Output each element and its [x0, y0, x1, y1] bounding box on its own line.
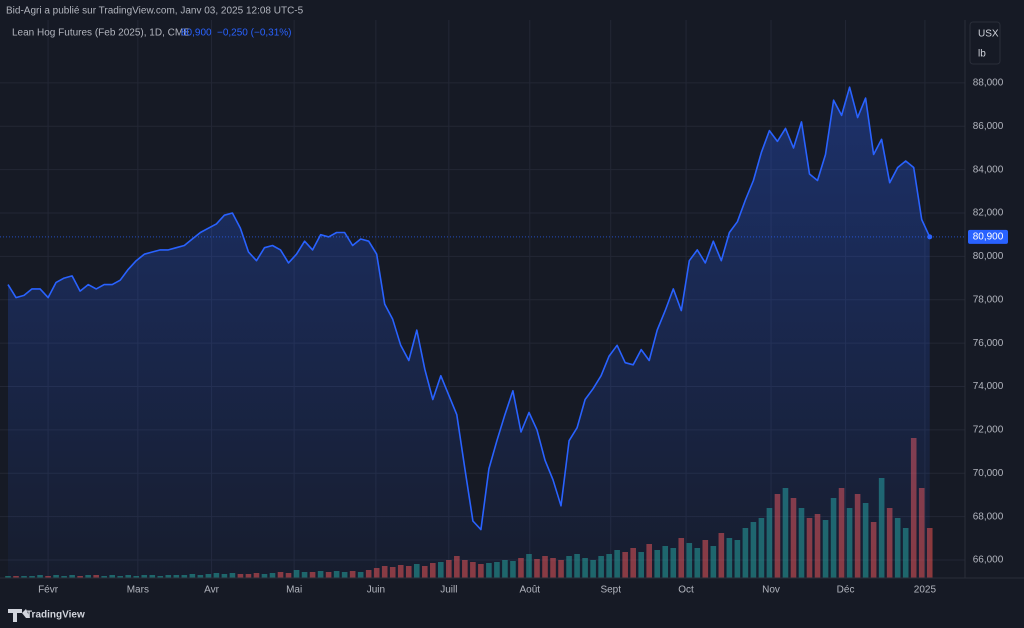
- last-price-tag: [968, 229, 1008, 244]
- plot: [0, 86, 965, 578]
- x-tick-label: Avr: [204, 585, 219, 596]
- axes: 66,000 68,000 70,000 72,000 74,000 76,000 78,0…: [38, 78, 1008, 596]
- y-tick-label: 78,000: [973, 294, 1004, 305]
- unit-bottom: lb: [978, 49, 986, 60]
- brand-logo: [8, 609, 30, 622]
- volume-bar: [926, 528, 933, 578]
- y-tick-label: 84,000: [973, 164, 1004, 175]
- change: −0,250 (−0,31%): [217, 28, 292, 39]
- price: 80,900: [181, 28, 212, 39]
- y-tick-label: 82,000: [973, 208, 1004, 219]
- unit-box[interactable]: [969, 21, 1001, 65]
- x-tick-label: Mai: [286, 585, 302, 596]
- area: [8, 87, 930, 578]
- x-tick-label: Août: [519, 585, 540, 596]
- brand: TradingView: [26, 610, 85, 621]
- x-tick-label: Juill: [440, 585, 457, 596]
- unit-top: USX: [978, 29, 999, 40]
- x-tick-label: Oct: [678, 585, 694, 596]
- x-tick-label: Mars: [127, 585, 149, 596]
- y-tick-label: 68,000: [973, 511, 1004, 522]
- x-tick-label: Nov: [762, 585, 780, 596]
- y-tick-label: 88,000: [973, 78, 1004, 89]
- x-tick-label: 2025: [914, 585, 937, 596]
- x-tick-label: Juin: [367, 585, 385, 596]
- y-tick-label: 76,000: [973, 338, 1004, 349]
- y-tick-label: 86,000: [973, 121, 1004, 132]
- price-line: [7, 86, 931, 531]
- volume-bar: [5, 576, 11, 578]
- symbol: Lean Hog Futures (Feb 2025), 1D, CME: [12, 28, 190, 39]
- last-point: [927, 234, 933, 240]
- y-tick-label: 70,000: [973, 468, 1004, 479]
- x-tick-label: Févr: [38, 585, 59, 596]
- y-tick-label: 66,000: [973, 555, 1004, 566]
- y-tick-label: 80,000: [973, 251, 1004, 262]
- last-price-label: 80,900: [973, 232, 1004, 243]
- x-tick-label: Déc: [837, 585, 855, 596]
- publisher: Bid-Agri a publié sur TradingView.com, J…: [6, 6, 304, 17]
- x-tick-label: Sept: [600, 585, 621, 596]
- y-tick-label: 72,000: [973, 425, 1004, 436]
- y-tick-label: 74,000: [973, 381, 1004, 392]
